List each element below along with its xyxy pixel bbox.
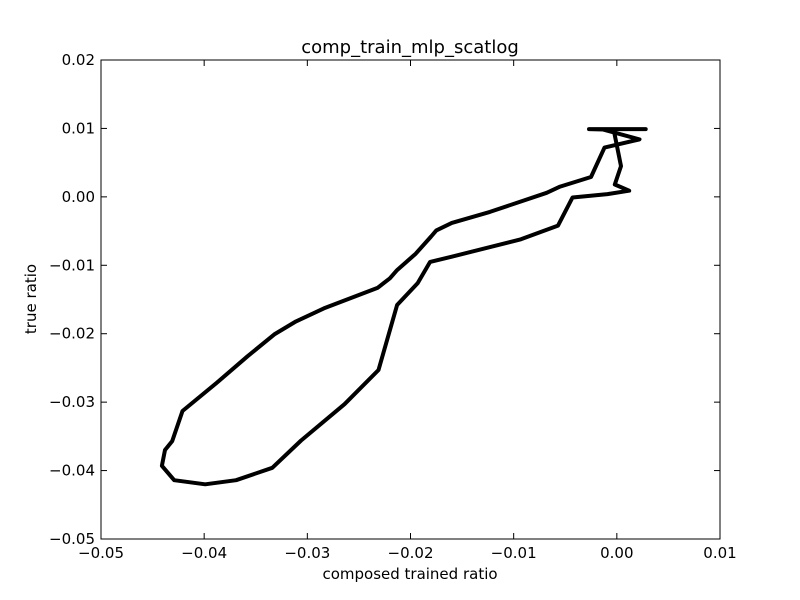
y-tick-label: −0.05 <box>49 530 95 548</box>
x-tick-label: −0.03 <box>284 544 330 562</box>
x-axis-ticks: −0.05 −0.04 −0.03 −0.02 −0.01 0.00 0.01 <box>78 60 737 562</box>
y-axis-ticks: 0.02 0.01 0.00 −0.01 −0.02 −0.03 −0.04 −0.05 <box>49 51 720 548</box>
y-axis-label: true ratio <box>22 264 40 334</box>
y-tick-label: −0.03 <box>49 393 95 411</box>
x-tick-label: 0.00 <box>600 544 633 562</box>
y-tick-label: 0.02 <box>62 51 95 69</box>
y-tick-label: 0.01 <box>62 119 95 137</box>
x-tick-label: −0.04 <box>181 544 227 562</box>
x-tick-label: −0.01 <box>491 544 537 562</box>
x-tick-label: 0.01 <box>703 544 736 562</box>
x-axis-label: composed trained ratio <box>322 565 497 583</box>
y-tick-label: 0.00 <box>62 188 95 206</box>
y-tick-label: −0.04 <box>49 462 95 480</box>
y-tick-label: −0.02 <box>49 325 95 343</box>
series-line-0 <box>159 127 648 487</box>
y-tick-label: −0.01 <box>49 256 95 274</box>
x-tick-label: −0.02 <box>388 544 434 562</box>
chart-title: comp_train_mlp_scatlog <box>301 37 519 58</box>
x-tick-label: −0.05 <box>78 544 124 562</box>
